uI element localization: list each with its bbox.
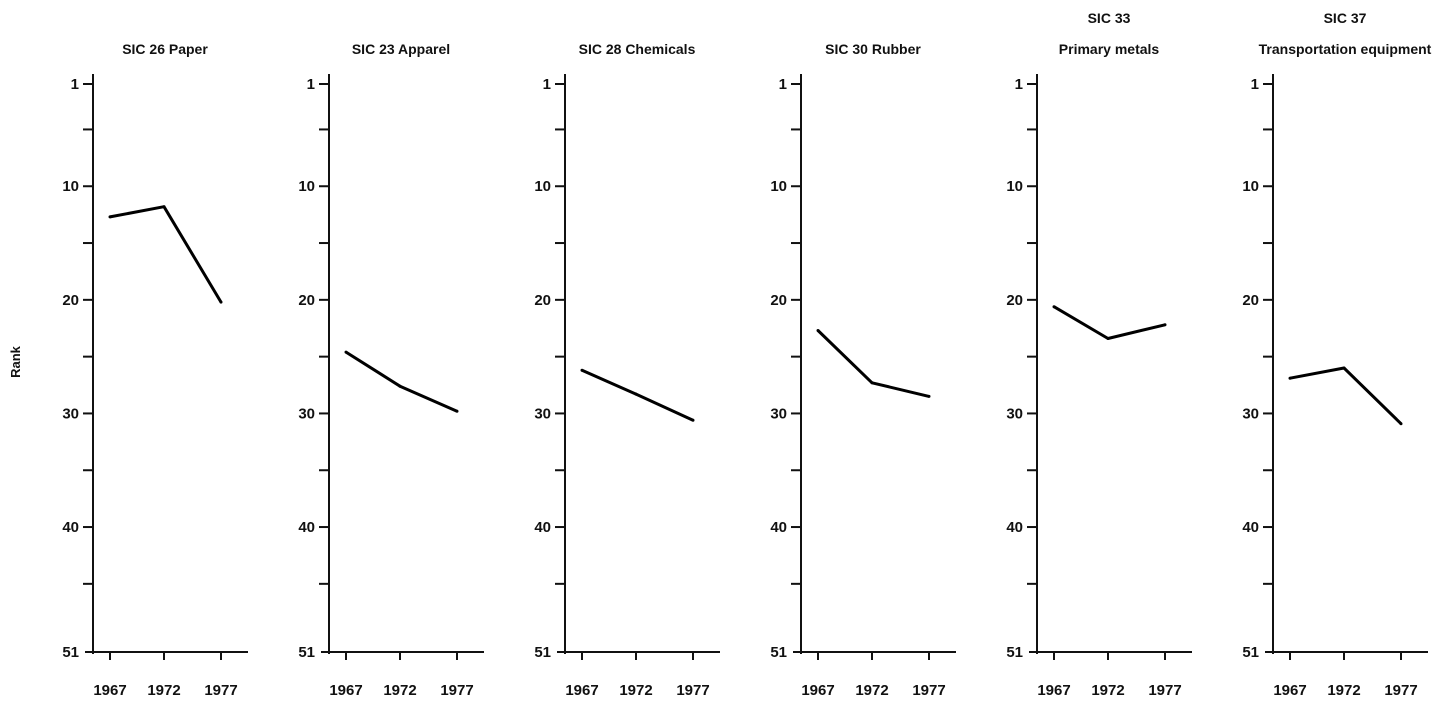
y-tick-label: 30 [534, 405, 551, 422]
y-tick-label: 1 [307, 76, 315, 93]
panel-4: SIC 30 Rubber 1 10 20 30 40 51 1967 1972 1977 [770, 41, 956, 699]
rank-point [816, 329, 820, 332]
rank-point [1288, 376, 1292, 380]
rank-point [580, 368, 584, 372]
rank-point [870, 381, 874, 385]
rank-series-line [816, 329, 930, 398]
y-tick-label: 20 [1006, 292, 1023, 309]
rank-point [1342, 366, 1346, 370]
y-tick-label: 20 [770, 292, 787, 309]
y-tick-label: 40 [770, 519, 787, 536]
panel-title: SIC 28 Chemicals [579, 41, 696, 57]
x-tick-label: 1972 [619, 682, 652, 699]
panel-title: SIC 30 Rubber [825, 41, 921, 57]
x-tick-label: 1967 [329, 682, 362, 699]
y-tick-label: 1 [1015, 76, 1023, 93]
x-tick-label: 1972 [383, 682, 416, 699]
x-tick-label: 1977 [676, 682, 709, 699]
panel-subtitle: Primary metals [1059, 41, 1160, 57]
rank-series-line [109, 205, 223, 303]
x-tick-label: 1967 [1037, 682, 1070, 699]
y-tick-label: 51 [1242, 644, 1259, 661]
y-tick-label: 40 [298, 519, 315, 536]
panel-3: SIC 28 Chemicals 1 10 20 30 40 51 1967 1972 1977 [534, 41, 720, 699]
rank-series-line [1289, 366, 1403, 425]
x-tick-label: 1972 [855, 682, 888, 699]
x-tick-label: 1967 [1273, 682, 1306, 699]
y-tick-label: 20 [62, 292, 79, 309]
y-tick-label: 20 [1242, 292, 1259, 309]
panel-2: SIC 23 Apparel 1 10 20 30 40 51 1967 1972 1977 [298, 41, 484, 699]
x-tick-label: 1972 [1091, 682, 1124, 699]
y-tick-label: 1 [71, 76, 79, 93]
y-tick-label: 10 [1242, 178, 1259, 195]
rank-series-line [1053, 305, 1166, 340]
panel-5: SIC 33 Primary metals 1 10 20 30 40 51 1967 1972 1… [1006, 10, 1192, 699]
y-tick-label: 20 [298, 292, 315, 309]
y-tick-label: 1 [779, 76, 787, 93]
y-tick-label: 40 [1006, 519, 1023, 536]
y-tick-label: 51 [534, 644, 551, 661]
panel-title: SIC 23 Apparel [352, 41, 450, 57]
y-tick-label: 51 [770, 644, 787, 661]
rank-point [691, 418, 695, 422]
y-tick-label: 51 [1006, 644, 1023, 661]
y-tick-label: 10 [1006, 178, 1023, 195]
y-tick-label: 20 [534, 292, 551, 309]
y-axis-label: Rank [8, 345, 23, 378]
x-tick-label: 1977 [1148, 682, 1181, 699]
rank-point [162, 205, 166, 209]
y-tick-label: 10 [62, 178, 79, 195]
x-tick-label: 1977 [204, 682, 237, 699]
rank-point [1106, 337, 1110, 340]
rank-point [344, 350, 348, 354]
x-tick-label: 1972 [147, 682, 180, 699]
y-tick-label: 51 [298, 644, 315, 661]
y-tick-label: 51 [62, 644, 79, 661]
panel-subtitle: Transportation equipment [1259, 41, 1432, 57]
x-tick-label: 1977 [440, 682, 473, 699]
x-tick-label: 1977 [1384, 682, 1417, 699]
rank-point [1052, 305, 1056, 309]
panel-title: SIC 33 [1088, 10, 1131, 26]
panel-title: SIC 26 Paper [122, 41, 208, 57]
x-tick-label: 1967 [93, 682, 126, 699]
panel-title: SIC 37 [1324, 10, 1367, 26]
y-tick-label: 30 [298, 405, 315, 422]
y-tick-label: 40 [62, 519, 79, 536]
rank-point [1163, 323, 1167, 327]
y-tick-label: 10 [298, 178, 315, 195]
y-tick-label: 30 [62, 405, 79, 422]
rank-point [1399, 422, 1403, 426]
y-tick-label: 30 [1006, 405, 1023, 422]
y-tick-label: 40 [534, 519, 551, 536]
x-tick-label: 1977 [912, 682, 945, 699]
rank-point [927, 394, 931, 398]
y-tick-label: 40 [1242, 519, 1259, 536]
y-tick-label: 10 [770, 178, 787, 195]
y-tick-label: 30 [770, 405, 787, 422]
rank-point [455, 409, 459, 413]
x-tick-label: 1967 [801, 682, 834, 699]
rank-point [398, 384, 402, 388]
y-tick-label: 1 [543, 76, 551, 93]
y-tick-label: 30 [1242, 405, 1259, 422]
rank-point [634, 392, 638, 396]
panel-1: SIC 26 Paper 1 10 20 30 40 51 1967 1972 1977 [62, 41, 248, 699]
y-tick-label: 10 [534, 178, 551, 195]
rank-point [219, 300, 223, 304]
rank-series-line [345, 350, 458, 413]
rank-point [108, 215, 112, 219]
panel-6: SIC 37 Transportation equipment 1 10 20 30 40 5… [1242, 10, 1431, 699]
x-tick-label: 1972 [1327, 682, 1360, 699]
x-tick-label: 1967 [565, 682, 598, 699]
rank-series-line [581, 368, 694, 422]
y-tick-label: 1 [1251, 76, 1259, 93]
